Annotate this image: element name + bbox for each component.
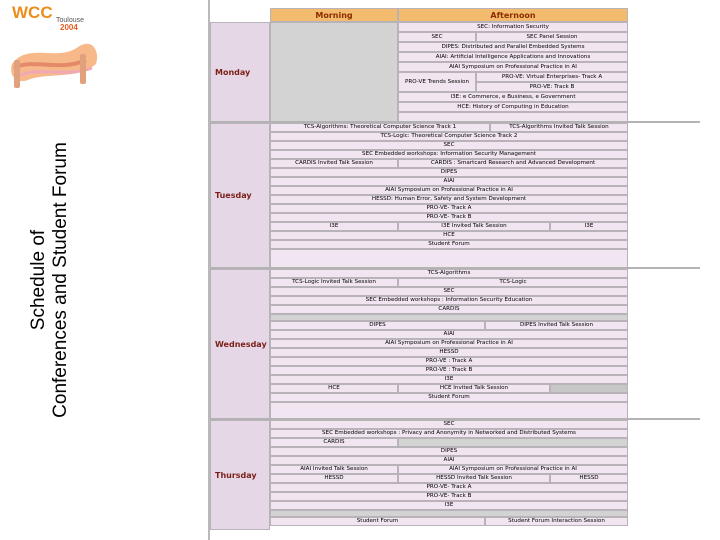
wed-empty (270, 402, 628, 419)
thu-aiai: AIAI (270, 456, 628, 465)
tue-prove-b: PRO-VE- Track B (270, 213, 628, 222)
day-wednesday: Wednesday (210, 269, 270, 419)
thu-student-forum: Student Forum (270, 517, 485, 526)
day-thursday: Thursday (210, 420, 270, 530)
thu-aiai-invited: AIAI Invited Talk Session (270, 465, 398, 474)
thu-prove-a: PRO-VE- Track A (270, 483, 628, 492)
tue-aiai: AIAI (270, 177, 628, 186)
wed-hce: HCE (270, 384, 398, 393)
thu-prove-b: PRO-VE- Track B (270, 492, 628, 501)
mon-prove-a: PRO-VE: Virtual Enterprises- Track A (476, 72, 628, 82)
tue-prove-a: PRO-VE- Track A (270, 204, 628, 213)
schedule-grid: Morning Afternoon Monday SEC: Informatio… (210, 8, 700, 530)
wed-tcs-logic-invited: TCS-Logic Invited Talk Session (270, 278, 398, 287)
tue-i3e-2: I3E (550, 222, 628, 231)
mon-prove-trends: PRO-VE Trends Session (398, 72, 476, 92)
day-monday: Monday (210, 22, 270, 122)
panel-border (208, 0, 210, 540)
wed-tcs-logic: TCS-Logic (398, 278, 628, 287)
thu-aiai-symposium: AIAI Symposium on Professional Practice … (398, 465, 628, 474)
tue-tcs-logic: TCS-Logic: Theoretical Computer Science … (270, 132, 628, 141)
thu-cardis: CARDIS (270, 438, 398, 447)
thu-i3e: I3E (270, 501, 628, 510)
tue-empty (270, 249, 628, 268)
wed-prove-a: PRO-VE : Track A (270, 357, 628, 366)
header-morning: Morning (270, 8, 398, 22)
wed-dipes: DIPES (270, 321, 485, 330)
separator (210, 121, 700, 123)
page-title: Schedule of Conferences and Student Foru… (28, 70, 72, 490)
wcc-logo: WCC Toulouse 2004 (8, 2, 100, 97)
wed-i3e: I3E (270, 375, 628, 384)
tue-tcs-algo-invited: TCS-Algorithms Invited Talk Session (490, 123, 628, 132)
wed-aiai-symposium: AIAI Symposium on Professional Practice … (270, 339, 628, 348)
wed-prove-b: PRO-VE : Track B (270, 366, 628, 375)
tue-cardis: CARDIS : Smartcard Research and Advanced… (398, 159, 628, 168)
thu-sec-workshops: SEC Embedded workshops : Privacy and Ano… (270, 429, 628, 438)
thu-hessd-2: HESSD (550, 474, 628, 483)
title-line-2: Conferences and Student Forum (50, 142, 71, 418)
tue-hessd: HESSD: Human Error, Safety and System De… (270, 195, 628, 204)
thu-hessd-invited: HESSD Invited Talk Session (398, 474, 550, 483)
wed-student-forum: Student Forum (270, 393, 628, 402)
thu-hessd-1: HESSD (270, 474, 398, 483)
day-tuesday: Tuesday (210, 123, 270, 268)
tue-student-forum: Student Forum (270, 240, 628, 249)
tue-i3e-1: I3E (270, 222, 398, 231)
wed-tcs-algo: TCS-Algorithms (270, 269, 628, 278)
wed-aiai: AIAI (270, 330, 628, 339)
svg-text:WCC: WCC (12, 3, 53, 22)
svg-text:2004: 2004 (60, 23, 78, 32)
mon-sec-info: SEC: Information Security (398, 22, 628, 32)
monday-morning-empty (270, 22, 398, 122)
mon-hce: HCE: History of Computing in Education (398, 102, 628, 112)
wed-gap (270, 314, 628, 321)
wed-hce-empty (550, 384, 628, 393)
mon-sec: SEC (398, 32, 476, 42)
schedule-panel (208, 0, 720, 540)
tue-sec-workshops: SEC Embedded workshops: Information Secu… (270, 150, 628, 159)
svg-text:Toulouse: Toulouse (56, 17, 84, 24)
wed-hce-invited: HCE Invited Talk Session (398, 384, 550, 393)
title-line-1: Schedule of (28, 229, 49, 331)
tue-i3e-invited: I3E Invited Talk Session (398, 222, 550, 231)
mon-aiai-symposium: AIAI Symposium on Professional Practice … (398, 62, 628, 72)
wed-sec-workshops: SEC Embedded workshops : Information Sec… (270, 296, 628, 305)
wed-dipes-invited: DIPES Invited Talk Session (485, 321, 628, 330)
thu-dipes: DIPES (270, 447, 628, 456)
wed-hessd: HESSD (270, 348, 628, 357)
tue-tcs-algo: TCS-Algorithms: Theoretical Computer Sci… (270, 123, 490, 132)
thu-cardis-empty (398, 438, 628, 447)
mon-sec-panel: SEC Panel Session (476, 32, 628, 42)
thu-gap (270, 510, 628, 517)
mon-aiai: AIAI: Artificial Intelligence Applicatio… (398, 52, 628, 62)
tue-hce: HCE (270, 231, 628, 240)
tue-aiai-symposium: AIAI Symposium on Professional Practice … (270, 186, 628, 195)
tue-dipes: DIPES (270, 168, 628, 177)
separator (210, 267, 700, 269)
mon-prove-b: PRO-VE: Track B (476, 82, 628, 92)
separator (210, 418, 700, 420)
header-afternoon: Afternoon (398, 8, 628, 22)
mon-i3e: I3E: e Commerce, e Business, e Governmen… (398, 92, 628, 102)
thu-sec: SEC (270, 420, 628, 429)
tue-cardis-invited: CARDIS Invited Talk Session (270, 159, 398, 168)
wed-cardis: CARDIS (270, 305, 628, 314)
wed-sec: SEC (270, 287, 628, 296)
thu-student-interaction: Student Forum Interaction Session (485, 517, 628, 526)
mon-dipes: DIPES: Distributed and Parallel Embedded… (398, 42, 628, 52)
tue-sec: SEC (270, 141, 628, 150)
